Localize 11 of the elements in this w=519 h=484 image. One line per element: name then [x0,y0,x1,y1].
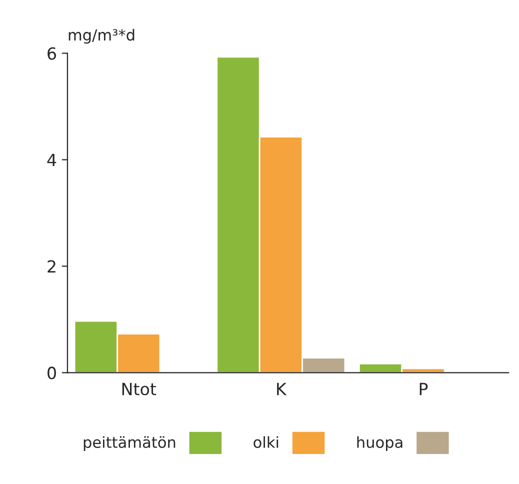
x-tick-label: K [277,382,287,396]
y-tick-label: 6 [48,47,56,60]
y-tick-label: 0 [48,366,56,380]
x-tick-label: P [420,382,428,396]
y-tick-label: 2 [48,260,56,273]
legend-label: olki [254,436,278,448]
y-axis-title: mg/m³*d [68,28,134,44]
legend-label: huopa [357,436,402,451]
legend-label: peittämätön [84,436,176,451]
x-tick-label: Ntot [122,382,156,396]
y-tick-label: 4 [47,154,56,166]
